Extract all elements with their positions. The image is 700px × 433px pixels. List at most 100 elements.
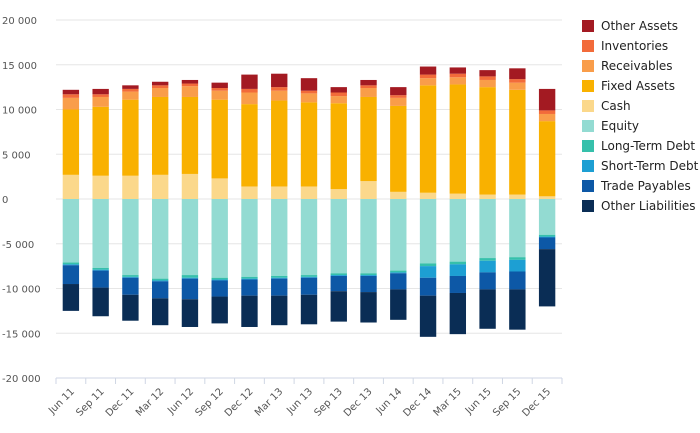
bar-segment (92, 199, 109, 268)
bar-segment (538, 121, 556, 197)
bar-segment (538, 199, 556, 235)
x-tick-label: Dec 13 (342, 386, 375, 419)
bar-segment (449, 292, 467, 335)
bar-segment (122, 276, 139, 278)
bar-segment (62, 199, 80, 263)
bar-segment (241, 279, 258, 296)
bar-segment (449, 84, 467, 194)
bar-segment (479, 199, 496, 259)
bar-segment (122, 91, 139, 100)
bar-segment (271, 199, 288, 276)
bar-segment (538, 88, 556, 111)
bar-segment (62, 89, 80, 95)
bar-segment (300, 186, 318, 199)
bar-segment (330, 275, 347, 292)
bar-segment (122, 85, 139, 89)
legend-label: Fixed Assets (601, 79, 675, 93)
bar-segment (241, 88, 258, 93)
legend-item[interactable]: Inventories (582, 39, 668, 53)
y-tick-label: -5 000 (2, 240, 34, 251)
bar-segment (300, 294, 318, 325)
bar-segment (390, 87, 407, 96)
legend-item[interactable]: Equity (582, 119, 639, 133)
bar-segment (330, 92, 347, 97)
legend-swatch (582, 200, 594, 212)
bar-segment (419, 74, 437, 79)
legend-item[interactable]: Fixed Assets (582, 79, 675, 93)
bar-segment (122, 175, 139, 199)
bar-segment (509, 89, 526, 195)
bar-segment (151, 278, 169, 281)
bar-segment (181, 199, 199, 276)
bar-segment (151, 280, 169, 282)
x-tick-label: Dec 12 (223, 386, 256, 419)
bar-segment (241, 295, 258, 327)
bar-segment (330, 275, 347, 276)
x-tick-label: Sep 12 (193, 386, 225, 418)
legend-swatch (582, 160, 594, 172)
bar-segment (330, 103, 347, 190)
bar-segment (449, 77, 467, 85)
bar-segment (181, 79, 199, 84)
bars (62, 66, 556, 337)
bar-segment (360, 181, 377, 199)
bar-segment (479, 272, 496, 290)
bar-segment (151, 199, 169, 279)
bar-segment (241, 186, 258, 199)
bar-segment (122, 199, 139, 276)
bar-segment (449, 199, 467, 262)
legend-label: Other Liabilities (601, 199, 696, 213)
bar-segment (300, 275, 318, 277)
bar-segment (241, 74, 258, 89)
bar-segment (271, 186, 288, 199)
bar-segment (360, 96, 377, 182)
bar-segment (211, 88, 228, 91)
legend-item[interactable]: Other Assets (582, 19, 678, 33)
bar-segment (122, 275, 139, 277)
bar-segment (62, 264, 80, 266)
bar-segment (211, 99, 228, 179)
legend-item[interactable]: Long-Term Debt (582, 139, 695, 153)
x-tick-label: Dec 14 (401, 386, 434, 419)
bar-segment (390, 270, 407, 273)
bar-segment (122, 294, 139, 321)
bar-segment (330, 87, 347, 93)
legend-item[interactable]: Short-Term Debt (582, 159, 699, 173)
bar-segment (211, 277, 228, 280)
bar-segment (271, 295, 288, 326)
bar-segment (271, 73, 288, 88)
bar-segment (62, 109, 80, 175)
bar-segment (330, 189, 347, 199)
bar-segment (330, 273, 347, 276)
bar-segment (538, 249, 556, 307)
bar-segment (92, 267, 109, 270)
bar-segment (122, 99, 139, 176)
bar-segment (538, 113, 556, 122)
legend-item[interactable]: Other Liabilities (582, 199, 696, 213)
bar-segment (151, 174, 169, 199)
bar-segment (271, 277, 288, 279)
bar-segment (151, 85, 169, 89)
bar-segment (92, 88, 109, 95)
y-tick-label: 0 (2, 195, 8, 206)
legend-swatch (582, 20, 594, 32)
bar-segment (181, 83, 199, 87)
y-tick-label: 20 000 (2, 16, 37, 27)
legend-item[interactable]: Cash (582, 99, 631, 113)
legend-label: Short-Term Debt (601, 159, 699, 173)
legend-item[interactable]: Trade Payables (582, 179, 691, 193)
bar-segment (449, 264, 467, 276)
bar-segment (419, 295, 437, 337)
bar-segment (509, 79, 526, 83)
bar-segment (271, 90, 288, 101)
legend-item[interactable]: Receivables (582, 59, 673, 73)
bar-segment (122, 88, 139, 92)
bar-segment (271, 275, 288, 278)
bar-segment (211, 279, 228, 281)
bar-segment (449, 275, 467, 293)
legend-label: Receivables (601, 59, 673, 73)
bar-segment (330, 291, 347, 322)
bar-segment (62, 265, 80, 285)
bar-segment (181, 96, 199, 174)
